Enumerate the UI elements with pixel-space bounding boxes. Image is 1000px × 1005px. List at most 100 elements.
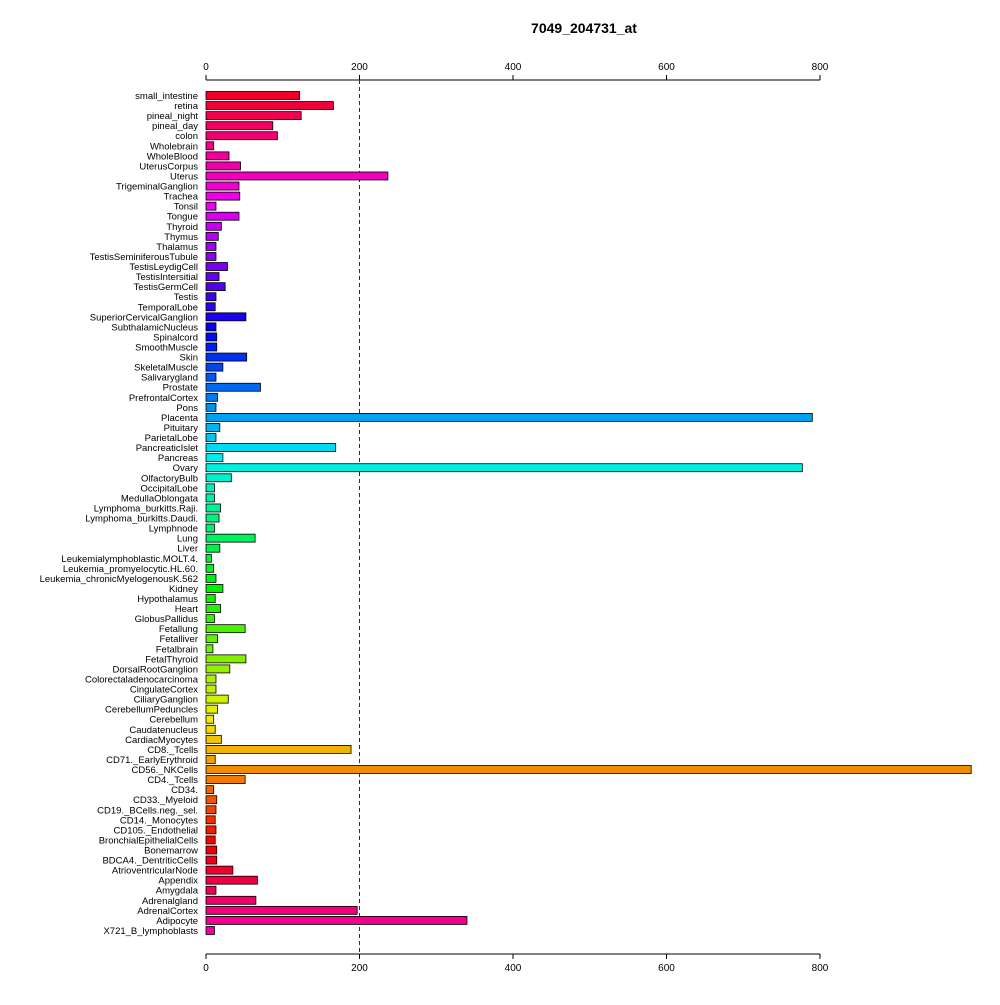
bar (205, 745, 352, 754)
category-label: CD33._Myeloid (133, 795, 198, 806)
category-label: TestisSeminiferousTubule (90, 252, 198, 263)
bar (205, 815, 216, 825)
bar (205, 362, 224, 372)
bar (205, 282, 226, 292)
category-label: Lung (177, 534, 198, 545)
x-tick-label-top: 200 (351, 62, 368, 73)
x-tick-label-top: 800 (812, 62, 829, 73)
bar (205, 211, 240, 221)
category-label: Lymphoma_burkitts.Daudi. (85, 514, 198, 525)
bar (205, 262, 228, 271)
category-label: OlfactoryBulb (141, 473, 198, 484)
category-label: Tongue (167, 212, 198, 223)
bar (205, 553, 212, 563)
bar (205, 342, 218, 352)
category-label: Wholebrain (150, 141, 198, 152)
category-label: WholeBlood (147, 151, 198, 162)
category-label: Prostate (163, 383, 198, 394)
category-label: FetalThyroid (145, 654, 198, 665)
bar (205, 704, 218, 714)
category-label: CerebellumPeduncles (105, 705, 198, 716)
category-label: TestisGermCell (134, 282, 198, 293)
bar (205, 674, 217, 684)
category-label: Ovary (173, 463, 199, 474)
bar (205, 624, 246, 634)
category-label: Adipocyte (156, 916, 198, 927)
category-label: TestisLeydigCell (129, 262, 198, 273)
bar (205, 684, 217, 694)
category-label: MedullaOblongata (121, 493, 199, 504)
bar (205, 231, 219, 241)
category-label: Leukemia_chronicMyelogenousK.562 (40, 574, 198, 585)
category-label: Testis (174, 292, 199, 303)
bar (205, 302, 216, 312)
category-label: Lymphoma_burkitts.Raji. (94, 503, 198, 514)
bar (205, 865, 234, 875)
bar (205, 503, 221, 513)
category-label: Caudatenucleus (129, 725, 198, 736)
category-label: Fetallung (159, 624, 198, 635)
category-label: ParietalLobe (145, 433, 198, 444)
category-label: Hypothalamus (137, 594, 198, 605)
bar (205, 292, 217, 302)
bar (205, 584, 224, 593)
category-label: SkeletalMuscle (134, 363, 198, 374)
bar (205, 423, 221, 432)
x-tick-label-top: 600 (658, 62, 675, 73)
category-label: CD34. (171, 785, 198, 796)
bar (205, 916, 468, 925)
category-label: OccipitalLobe (140, 483, 198, 494)
x-tick-label-top: 0 (203, 62, 209, 73)
bar (205, 191, 241, 201)
bar (205, 654, 247, 664)
category-label: Skin (180, 353, 198, 364)
category-label: Fetalliver (159, 634, 198, 645)
category-label: retina (174, 101, 198, 112)
chart-title: 7049_204731_at (531, 20, 637, 36)
category-label: Kidney (169, 584, 198, 595)
bar (205, 352, 248, 362)
category-label: Bonemarrow (144, 846, 198, 857)
bar (205, 463, 803, 473)
bar (205, 312, 247, 322)
bar (205, 755, 216, 764)
bar (205, 111, 302, 121)
bar (205, 634, 218, 644)
category-label: Trachea (164, 192, 199, 203)
bar (205, 543, 221, 553)
bar (205, 614, 215, 624)
category-label: Spinalcord (153, 332, 198, 343)
bar (205, 252, 217, 261)
bar (205, 382, 261, 392)
category-label: BDCA4._DentriticCells (102, 856, 198, 867)
bar (205, 855, 218, 865)
bar (205, 926, 215, 935)
category-label: Pons (176, 403, 198, 414)
category-label: CD105._Endothelial (113, 825, 198, 836)
category-label: Thyroid (166, 222, 198, 233)
category-label: Colorectaladenocarcinoma (85, 674, 199, 685)
category-label: CD8._Tcells (147, 745, 198, 756)
category-label: CardiacMyocytes (125, 735, 198, 746)
bar (205, 563, 215, 573)
category-label: TrigeminalGanglion (116, 182, 198, 193)
bar (205, 885, 217, 895)
bar (205, 392, 218, 402)
x-tick-label-bottom: 0 (203, 963, 209, 974)
bar (205, 272, 220, 281)
category-label: Appendix (158, 876, 198, 887)
category-label: Placenta (161, 413, 199, 424)
bar (205, 241, 217, 251)
bar (205, 765, 972, 774)
bar (205, 604, 221, 613)
bar (205, 845, 218, 855)
category-label: pineal_night (147, 111, 199, 122)
category-label: CiliaryGanglion (134, 695, 198, 706)
category-label: TestisIntersitial (136, 272, 198, 283)
bar (205, 433, 217, 442)
bar (205, 372, 217, 382)
category-label: DorsalRootGanglion (112, 664, 198, 675)
bar (205, 483, 215, 493)
bar (205, 523, 215, 533)
